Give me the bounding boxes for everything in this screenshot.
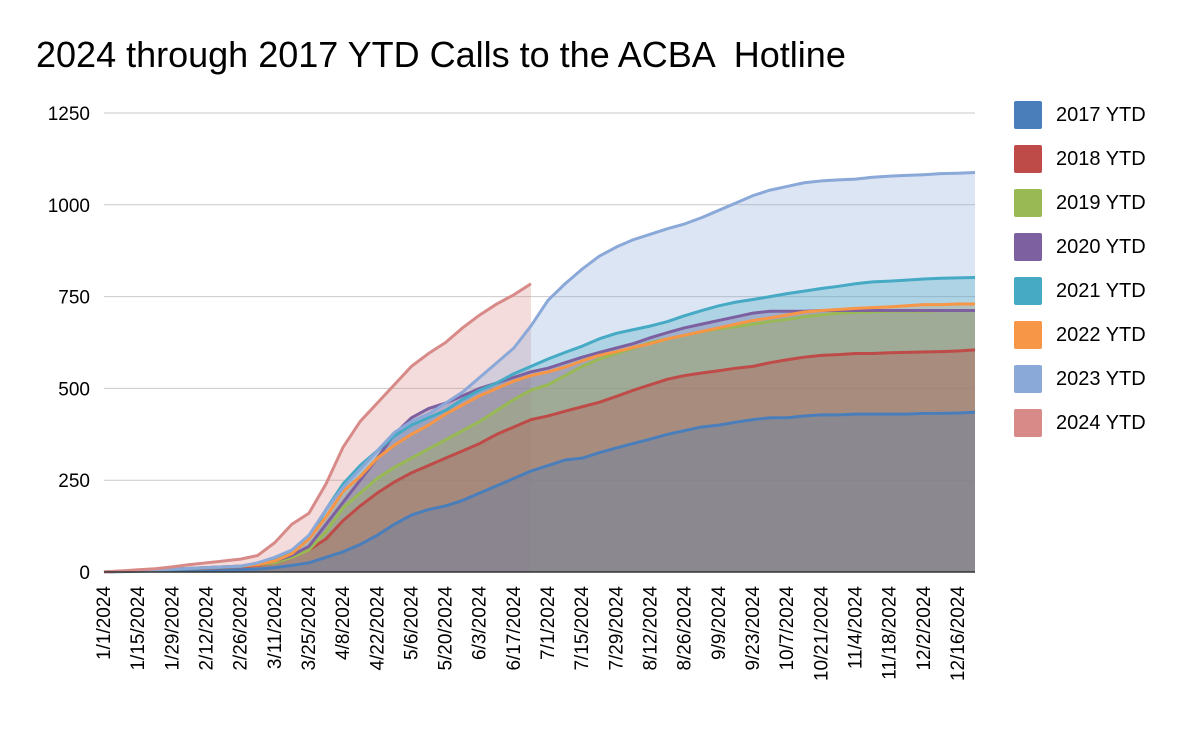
y-tick-label: 1250 <box>48 104 90 125</box>
x-tick-label: 7/1/2024 <box>538 586 559 660</box>
legend-item-2019-ytd: 2019 YTD <box>1014 188 1146 218</box>
x-tick-label: 6/3/2024 <box>470 586 491 660</box>
x-tick-label: 4/8/2024 <box>333 586 354 660</box>
x-tick-label: 7/15/2024 <box>572 586 593 671</box>
x-tick-label: 12/2/2024 <box>914 586 935 671</box>
area-2017-ytd <box>104 412 975 572</box>
legend-item-2021-ytd: 2021 YTD <box>1014 276 1146 306</box>
legend-swatch <box>1014 233 1042 261</box>
y-tick-label: 1000 <box>48 196 90 217</box>
legend-swatch <box>1014 321 1042 349</box>
x-tick-label: 3/11/2024 <box>265 586 286 670</box>
legend-swatch <box>1014 409 1042 437</box>
line-2024-ytd <box>103 282 532 574</box>
line-2017-ytd <box>103 410 976 574</box>
line-2023-ytd <box>103 170 976 574</box>
x-tick-label: 1/1/2024 <box>94 586 115 660</box>
legend-label: 2018 YTD <box>1056 147 1146 170</box>
legend-label: 2023 YTD <box>1056 367 1146 390</box>
legend-swatch <box>1014 365 1042 393</box>
legend-swatch <box>1014 145 1042 173</box>
legend-label: 2020 YTD <box>1056 235 1146 258</box>
x-tick-label: 11/4/2024 <box>845 586 866 670</box>
y-tick-label: 750 <box>58 288 90 309</box>
x-tick-label: 10/21/2024 <box>811 586 832 682</box>
area-2021-ytd <box>104 277 975 572</box>
legend-swatch <box>1014 277 1042 305</box>
x-tick-label: 8/12/2024 <box>641 586 662 671</box>
x-tick-label: 2/12/2024 <box>196 586 217 671</box>
x-tick-labels: 1/1/2024 1/15/2024 1/29/2024 2/12/2024 2/26/… <box>94 586 969 682</box>
x-tick-label: 11/18/2024 <box>880 586 901 680</box>
x-tick-label: 1/15/2024 <box>128 586 149 671</box>
legend-item-2022-ytd: 2022 YTD <box>1014 320 1146 350</box>
y-tick-label: 0 <box>79 563 90 584</box>
x-tick-label: 9/23/2024 <box>743 586 764 671</box>
x-tick-label: 5/6/2024 <box>401 586 422 660</box>
legend-item-2023-ytd: 2023 YTD <box>1014 364 1146 394</box>
legend-label: 2024 YTD <box>1056 411 1146 434</box>
legend-swatch <box>1014 101 1042 129</box>
area-2024-ytd <box>104 283 531 572</box>
x-tick-label: 5/20/2024 <box>436 586 457 671</box>
x-tick-label: 9/9/2024 <box>709 586 730 660</box>
x-tick-label: 3/25/2024 <box>299 586 320 671</box>
y-tick-label: 250 <box>58 471 90 492</box>
x-tick-label: 6/17/2024 <box>504 586 525 671</box>
x-tick-label: 10/7/2024 <box>777 586 798 671</box>
x-tick-label: 4/22/2024 <box>367 586 388 671</box>
legend-item-2018-ytd: 2018 YTD <box>1014 144 1146 174</box>
legend-item-2024-ytd: 2024 YTD <box>1014 408 1146 438</box>
area-2020-ytd <box>104 310 975 572</box>
x-tick-label: 7/29/2024 <box>606 586 627 671</box>
x-tick-label: 1/29/2024 <box>162 586 183 671</box>
x-tick-label: 8/26/2024 <box>675 586 696 671</box>
area-2019-ytd <box>104 310 975 572</box>
y-tick-label: 500 <box>58 379 90 400</box>
series-lines <box>103 170 976 574</box>
x-tick-label: 2/26/2024 <box>231 586 252 671</box>
legend-swatch <box>1014 189 1042 217</box>
x-tick-label: 12/16/2024 <box>948 586 969 682</box>
area-2022-ytd <box>104 303 975 572</box>
legend-item-2020-ytd: 2020 YTD <box>1014 232 1146 262</box>
y-tick-labels: 0 250 500 750 1000 1250 <box>48 104 90 584</box>
legend-label: 2021 YTD <box>1056 279 1146 302</box>
legend-label: 2022 YTD <box>1056 323 1146 346</box>
chart-title: 2024 through 2017 YTD Calls to the ACBA … <box>36 34 846 75</box>
area-2018-ytd <box>104 349 975 572</box>
legend-label: 2017 YTD <box>1056 103 1146 126</box>
legend-item-2017-ytd: 2017 YTD <box>1014 100 1146 130</box>
legend-label: 2019 YTD <box>1056 191 1146 214</box>
